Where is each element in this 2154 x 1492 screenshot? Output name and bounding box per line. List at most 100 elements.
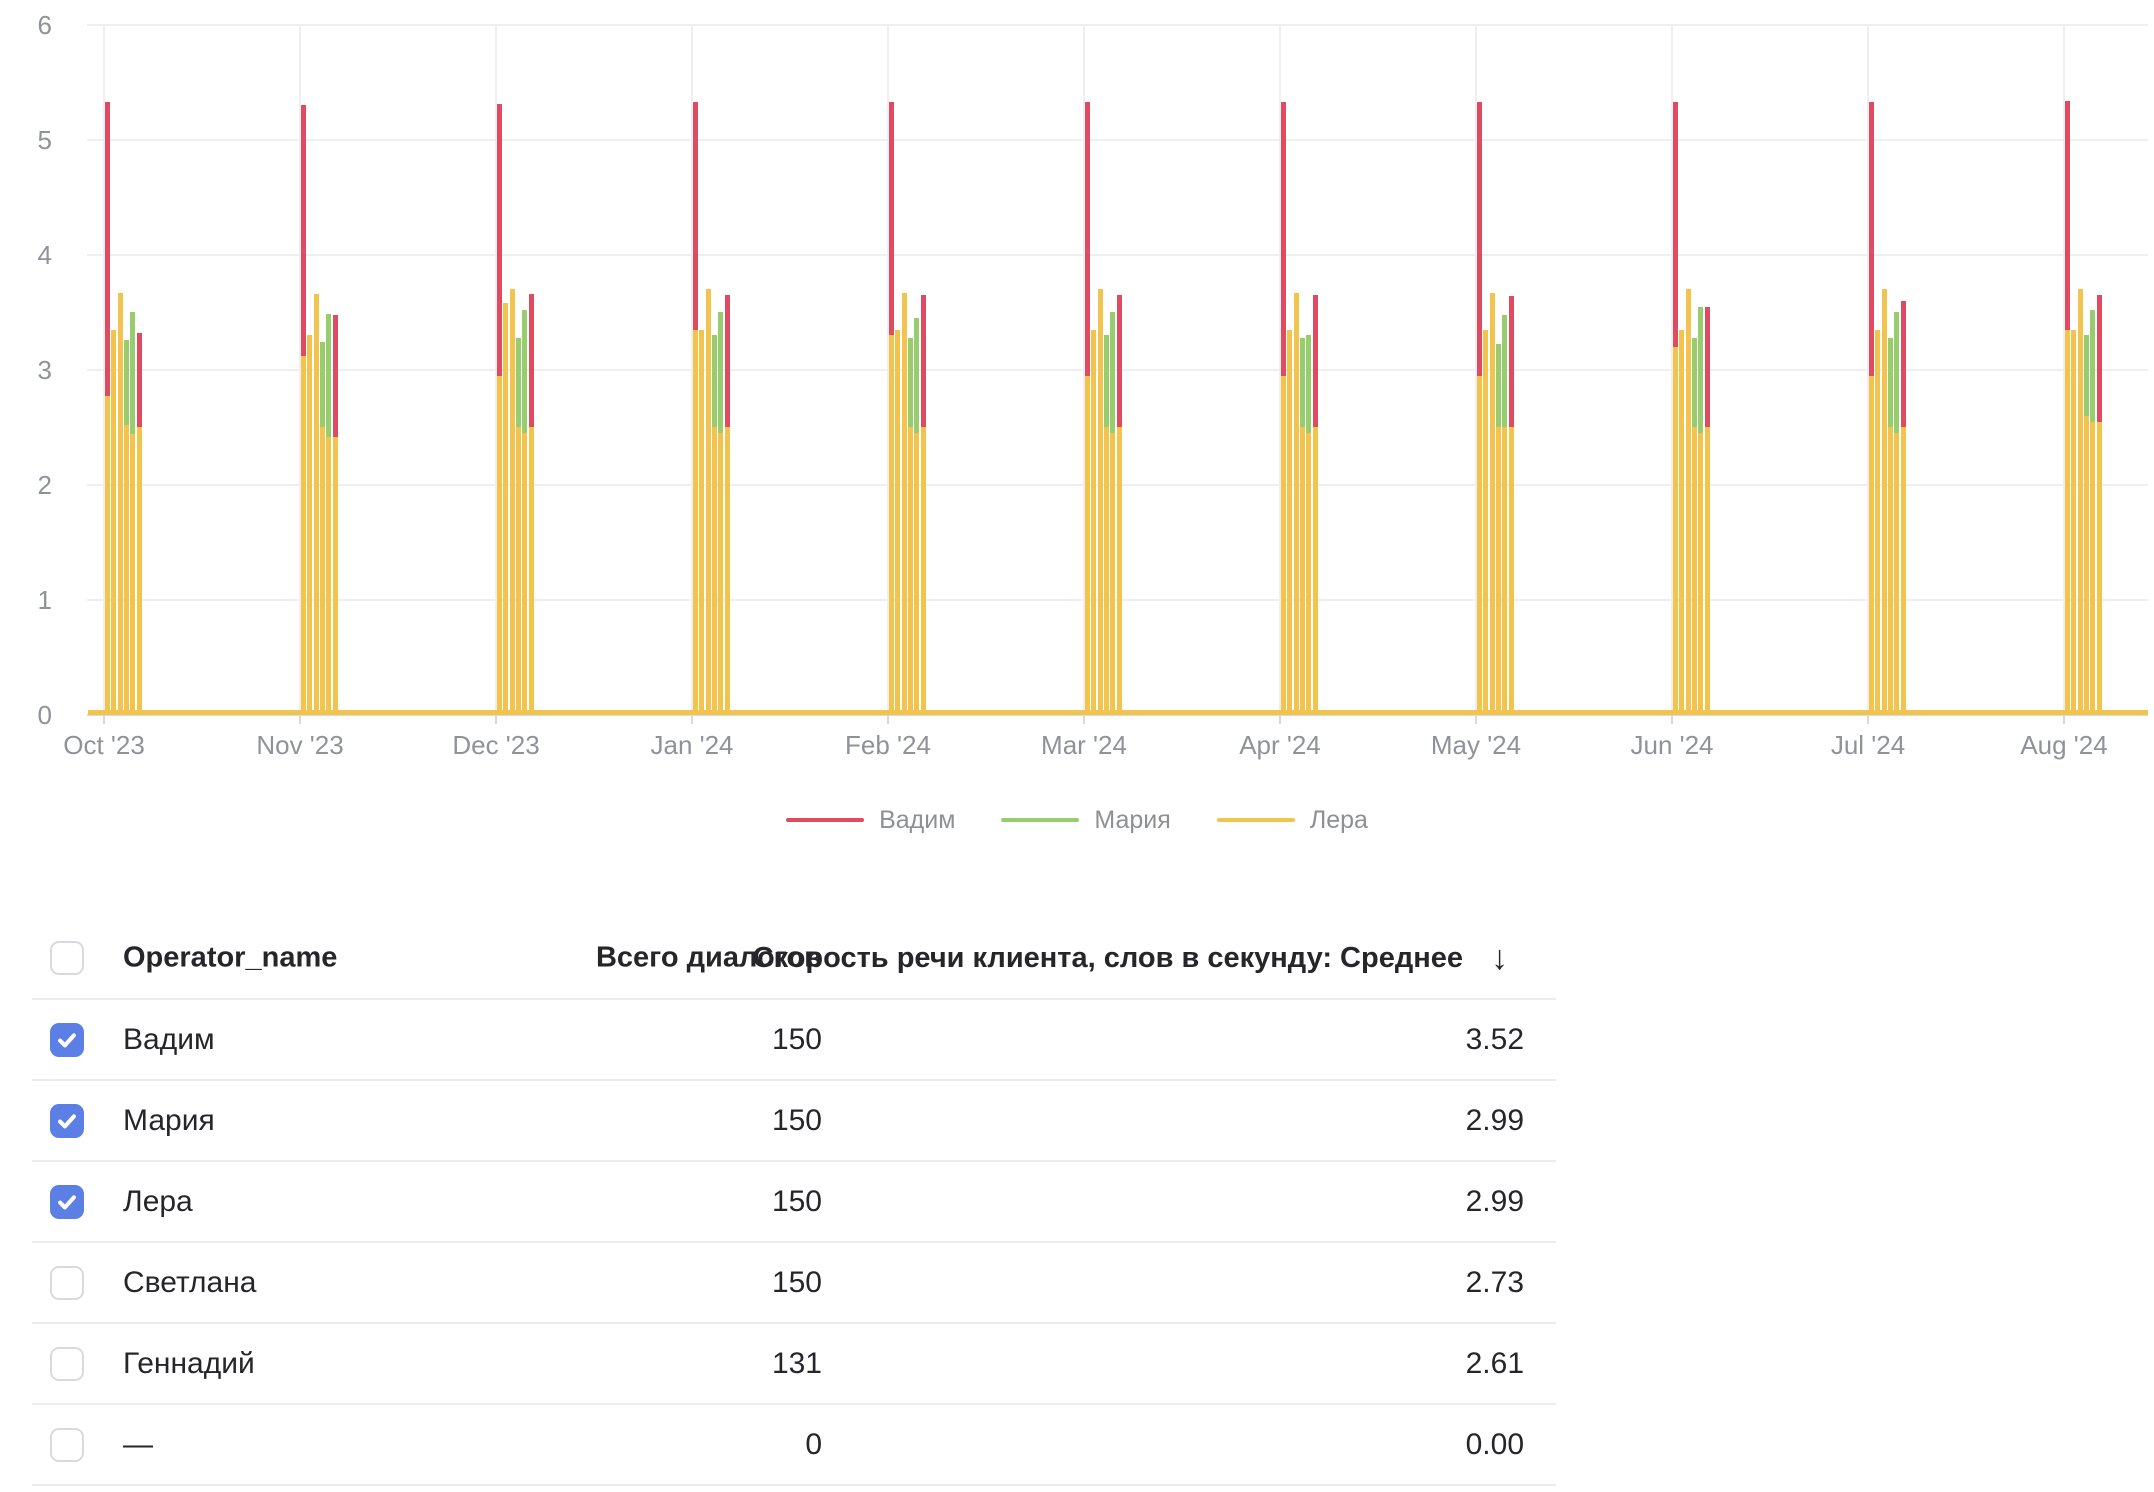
bar-front-Лера[interactable] [136,427,142,715]
bar-Лера[interactable] [1679,330,1685,715]
bar-Лера[interactable] [307,335,313,715]
row-checkbox[interactable] [50,1427,84,1462]
bar-front-Лера[interactable] [332,437,338,715]
bar-front-Лера[interactable] [1887,427,1893,715]
bar-front-Лера[interactable] [1103,427,1109,715]
bar-front-Лера[interactable] [1299,427,1305,715]
speech-speed-cell: 3.52 [1465,1022,1524,1056]
bar-front-Лера[interactable] [515,427,521,715]
bar-Лера[interactable] [895,330,901,715]
row-checkbox[interactable] [50,1103,84,1138]
table-row[interactable]: Лера 150 2.99 [32,1162,1556,1243]
bar-front-Лера[interactable] [2090,422,2096,715]
x-axis-tick-label: May '24 [1430,730,1522,760]
bar-Лера[interactable] [2077,289,2083,715]
bar-front-Лера[interactable] [522,433,528,715]
bar-front-Лера[interactable] [319,427,325,715]
bar-front-Лера[interactable] [1306,433,1312,715]
bar-front-Лера[interactable] [889,335,894,715]
total-dialogs-cell: 150 [771,1265,822,1299]
table-row[interactable]: Вадим 150 3.52 [32,1000,1556,1081]
row-checkbox[interactable] [50,1184,84,1219]
y-axis-tick-label: 4 [37,240,52,270]
bar-Лера[interactable] [1685,289,1691,715]
bar-front-Лера[interactable] [693,330,698,715]
bar-front-Лера[interactable] [1698,433,1704,715]
table-row[interactable]: Геннадий 131 2.61 [32,1324,1556,1405]
row-checkbox[interactable] [50,1346,84,1381]
bar-front-Лера[interactable] [1508,427,1514,715]
gridline-vertical [495,25,497,715]
bar-front-Лера[interactable] [326,437,332,715]
total-dialogs-cell: 0 [805,1427,822,1461]
bar-Лера[interactable] [313,294,319,715]
column-header-client-speech-speed[interactable]: Скорость речи клиента, слов в секунду: С… [753,941,1508,975]
bar-front-Лера[interactable] [1704,427,1710,715]
bar-front-Лера[interactable] [920,427,926,715]
bar-Лера[interactable] [1489,293,1495,715]
bar-front-Лера[interactable] [1085,376,1090,715]
speech-speed-cell: 2.99 [1465,1103,1524,1137]
bar-Лера[interactable] [1091,330,1097,715]
bar-front-Лера[interactable] [1502,427,1508,715]
bar-front-Лера[interactable] [711,427,717,715]
bar-front-Лера[interactable] [724,427,730,715]
bar-front-Лера[interactable] [718,433,724,715]
bar-front-Лера[interactable] [1869,376,1874,715]
sort-descending-icon[interactable]: ↓ [1491,939,1508,977]
bar-Лера[interactable] [705,289,711,715]
bar-front-Лера[interactable] [301,356,306,715]
select-all-checkbox[interactable] [50,941,84,975]
bar-front-Лера[interactable] [105,396,110,715]
bar-front-Лера[interactable] [1116,427,1122,715]
bar-front-Лера[interactable] [1673,347,1678,715]
bar-front-Лера[interactable] [907,427,913,715]
y-axis-tick-label: 1 [37,585,52,615]
bar-Лера[interactable] [111,330,117,715]
legend-item-Мария[interactable]: Мария [1001,806,1171,835]
checkmark-icon [58,1113,76,1128]
bar-front-Лера[interactable] [914,433,920,715]
x-axis-tick [691,715,693,724]
bar-Лера[interactable] [1293,293,1299,715]
bar-Лера[interactable] [117,293,123,715]
x-axis-tick-label: Dec '23 [452,730,540,760]
bar-front-Лера[interactable] [1281,376,1286,715]
bar-front-Лера[interactable] [528,427,534,715]
bar-front-Лера[interactable] [123,425,129,715]
table-row[interactable]: Мария 150 2.99 [32,1081,1556,1162]
bar-front-Лера[interactable] [2096,422,2102,715]
x-axis-tick-label: Mar '24 [1041,730,1127,760]
bar-Лера[interactable] [699,330,705,715]
bar-Лера[interactable] [1097,289,1103,715]
bar-Лера[interactable] [503,303,509,715]
row-checkbox[interactable] [50,1265,84,1300]
table-row[interactable]: Светлана 150 2.73 [32,1243,1556,1324]
legend-item-Лера[interactable]: Лера [1216,806,1368,835]
bar-front-Лера[interactable] [1900,427,1906,715]
bar-front-Лера[interactable] [1477,376,1482,715]
operator-name-cell: — [123,1427,153,1461]
bar-front-Лера[interactable] [1110,433,1116,715]
bar-front-Лера[interactable] [1312,427,1318,715]
bar-Лера[interactable] [1287,330,1293,715]
bar-Лера[interactable] [1881,289,1887,715]
bar-Лера[interactable] [901,293,907,715]
bar-front-Лера[interactable] [1691,427,1697,715]
bar-Лера[interactable] [1483,330,1489,715]
legend-item-Вадим[interactable]: Вадим [786,806,955,835]
operator-name-cell: Вадим [123,1022,215,1056]
bar-Лера[interactable] [2071,330,2077,715]
row-checkbox[interactable] [50,1022,84,1057]
y-axis-tick-label: 6 [37,10,52,40]
bar-front-Лера[interactable] [1894,433,1900,715]
bar-Лера[interactable] [1875,330,1881,715]
bar-front-Лера[interactable] [2065,330,2070,715]
bar-front-Лера[interactable] [497,376,502,715]
bar-Лера[interactable] [509,289,515,715]
table-row[interactable]: — 0 0.00 [32,1405,1556,1486]
gridline-horizontal [87,254,2148,256]
bar-front-Лера[interactable] [2083,416,2089,715]
bar-front-Лера[interactable] [130,434,136,715]
bar-front-Лера[interactable] [1495,427,1501,715]
